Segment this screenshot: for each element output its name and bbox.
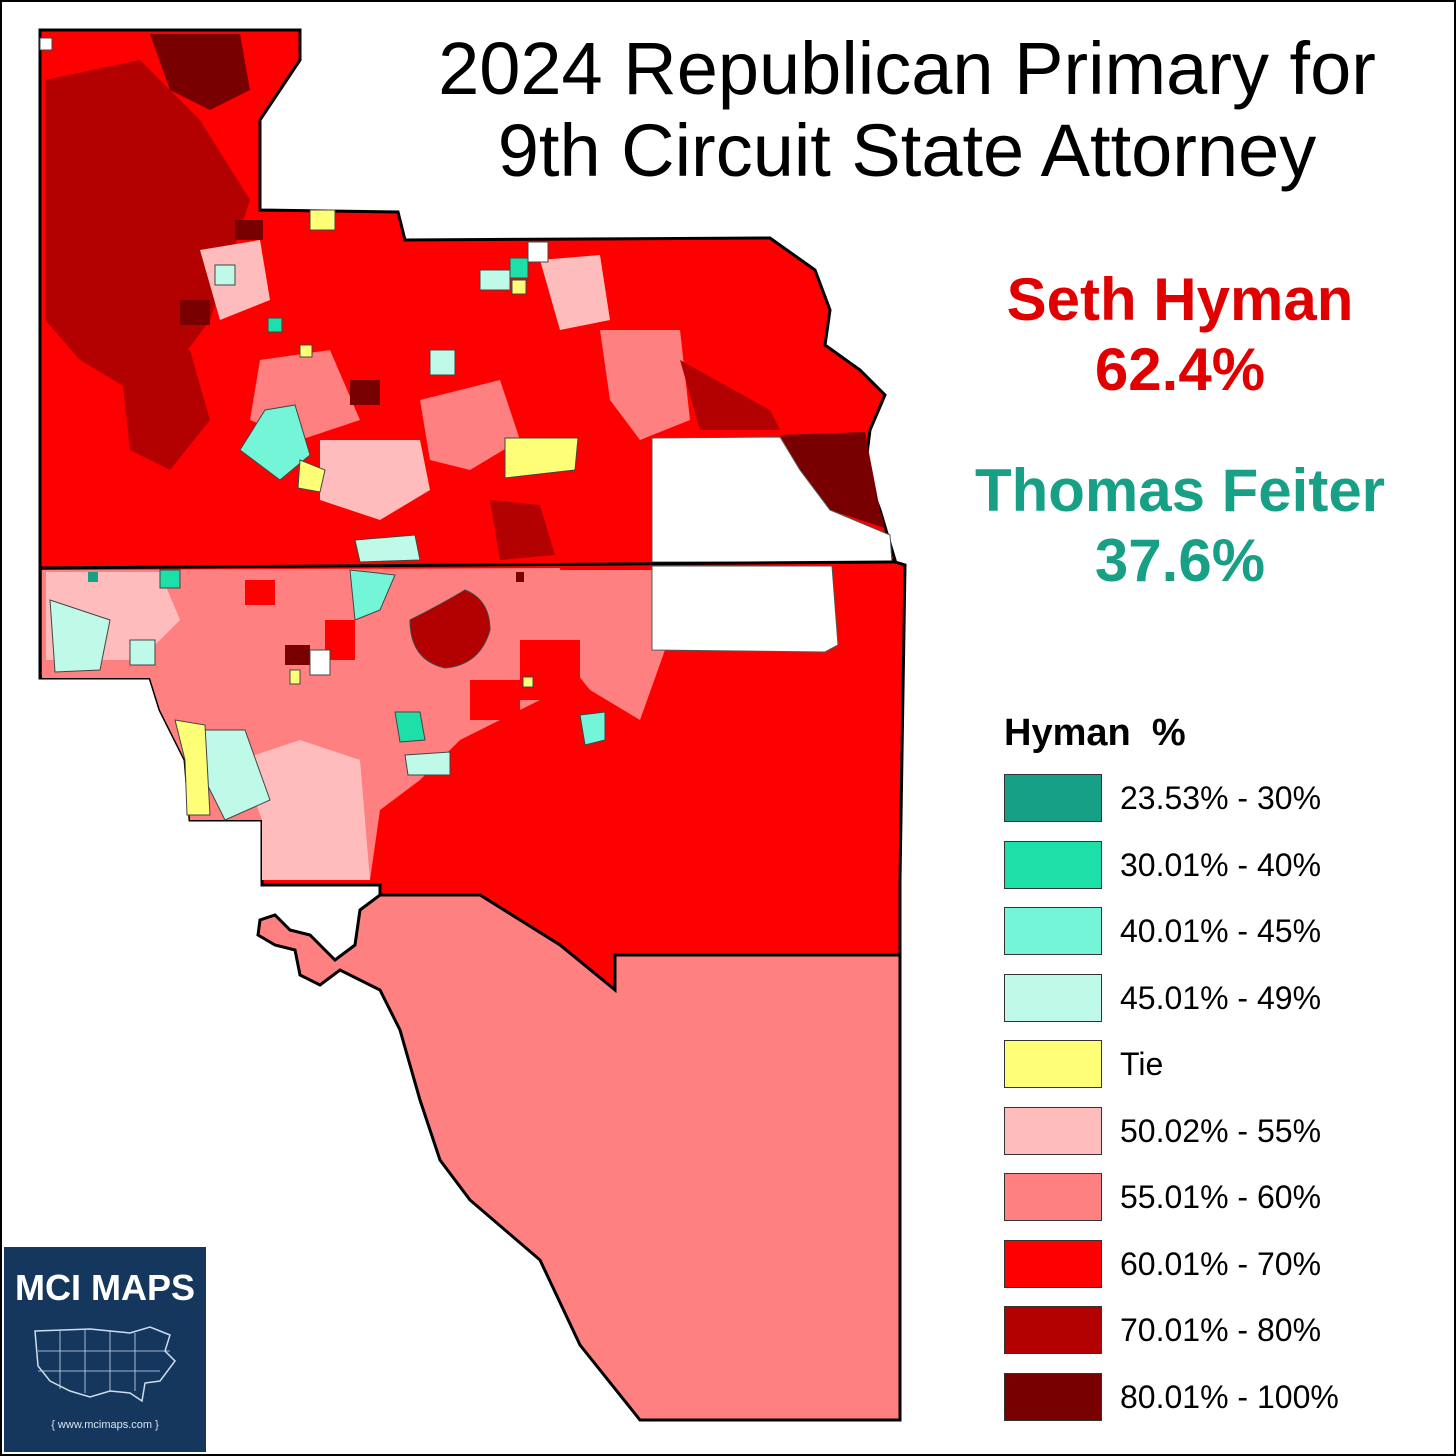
legend-label: Tie <box>1120 1046 1164 1082</box>
speck-13 <box>470 680 520 720</box>
orange-east-darkest <box>780 432 885 528</box>
legend-swatch <box>1004 1306 1102 1354</box>
orange-tie-3 <box>309 209 336 231</box>
legend-swatch <box>1004 1239 1102 1288</box>
candidate-pct: 37.6% <box>1094 527 1266 594</box>
legend-swatch <box>1004 840 1102 889</box>
legend-swatch <box>1004 1040 1102 1088</box>
legend-label: 60.01% - 70% <box>1120 1245 1322 1282</box>
legend-label: 40.01% - 45% <box>1120 913 1322 949</box>
osceola-teal-1 <box>49 599 111 673</box>
legend-title: Hyman % <box>1004 712 1186 754</box>
logo: MCI MAPS { www.mcimaps.com } <box>4 1247 206 1452</box>
speck-16 <box>309 649 331 676</box>
osceola-tie-1 <box>174 719 211 816</box>
orange-center-dark <box>120 350 210 470</box>
osceola-dark-circle <box>409 589 491 669</box>
candidate-pct: 62.4% <box>1094 336 1266 403</box>
orange-nw-darkest <box>150 34 250 110</box>
logo-name: MCI MAPS <box>15 1267 195 1308</box>
candidate-hyman: Seth Hyman 62.4% <box>950 265 1410 405</box>
osceola-teal-5 <box>579 711 606 746</box>
speck-19 <box>88 572 98 582</box>
orange-teal-1 <box>239 404 311 481</box>
speck-10 <box>214 264 236 286</box>
orange-darkred-se <box>490 500 555 560</box>
title-line-1: 2024 Republican Primary for <box>438 27 1376 110</box>
speck-4 <box>509 257 529 279</box>
speck-5 <box>511 279 527 295</box>
speck-17 <box>129 639 156 666</box>
speck-3 <box>350 380 380 405</box>
orange-pink-4 <box>540 255 610 330</box>
orange-white-1 <box>527 241 549 263</box>
legend-label: 23.53% - 30% <box>1120 780 1322 816</box>
osceola-west-pink <box>240 740 370 880</box>
speck-20 <box>289 669 301 685</box>
osceola-east-salmon <box>545 570 665 720</box>
candidate-feiter: Thomas Feiter 37.6% <box>950 456 1410 596</box>
legend-swatch <box>1004 1106 1102 1155</box>
legend-label: 70.01% - 80% <box>1120 1312 1322 1348</box>
legend-label: 30.01% - 40% <box>1120 846 1322 883</box>
candidate-name: Thomas Feiter <box>974 457 1386 524</box>
legend-swatch <box>1004 1173 1102 1221</box>
speck-2 <box>180 300 210 325</box>
osceola-teal-4 <box>394 711 426 743</box>
map-title: 2024 Republican Primary for 9th Circuit … <box>372 28 1442 192</box>
osceola-teal-2 <box>349 569 396 621</box>
osceola-teal-6 <box>404 751 451 776</box>
orange-teal-2 <box>354 534 421 563</box>
osceola-white <box>651 565 839 653</box>
speck-11 <box>245 580 275 605</box>
speck-14 <box>520 640 580 700</box>
speck-1 <box>235 220 263 240</box>
orange-east-salmon <box>600 330 690 440</box>
speck-22 <box>516 572 524 582</box>
legend-swatch <box>1004 973 1102 1022</box>
legend-label: 55.01% - 60% <box>1120 1179 1322 1215</box>
logo-url: { www.mcimaps.com } <box>51 1419 159 1431</box>
candidate-name: Seth Hyman <box>1006 266 1354 333</box>
legend-swatch <box>1004 907 1102 955</box>
speck-7 <box>299 344 313 358</box>
orange-central-salmon-2 <box>420 380 520 470</box>
legend-swatch <box>1004 1372 1102 1421</box>
speck-8 <box>429 349 456 376</box>
speck-15 <box>285 645 310 665</box>
legend-label: 80.01% - 100% <box>1120 1378 1339 1415</box>
speck-23 <box>39 37 53 51</box>
speck-18 <box>159 569 181 589</box>
legend-label: 45.01% - 49% <box>1120 979 1322 1016</box>
orange-tie-2 <box>297 459 326 493</box>
osceola-south <box>256 893 902 1422</box>
us-map-icon <box>34 1326 176 1403</box>
title-line-2: 9th Circuit State Attorney <box>497 109 1317 192</box>
orange-tie-1 <box>504 437 579 479</box>
orange-east-dark <box>680 360 780 430</box>
orange-central-pink <box>320 440 430 520</box>
speck-6 <box>267 317 283 333</box>
speck-21 <box>522 676 534 688</box>
speck-9 <box>479 269 511 291</box>
legend-swatch <box>1004 774 1102 822</box>
legend-label: 50.02% - 55% <box>1120 1112 1322 1149</box>
